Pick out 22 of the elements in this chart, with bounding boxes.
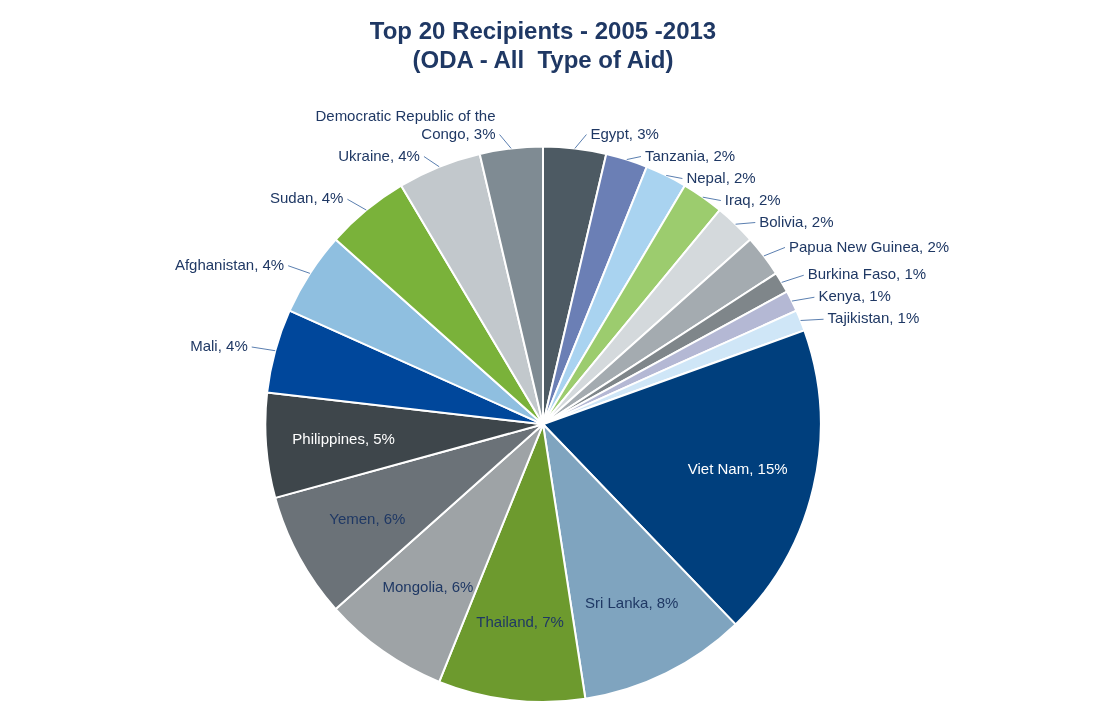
slice-label: Sri Lanka, 8% — [585, 593, 679, 611]
text: (ODA - All Type of Aid) — [412, 45, 674, 73]
slice-label: Nepal, 2% — [686, 168, 756, 186]
text: Top 20 Recipients - 2005 -2013 — [369, 17, 717, 45]
slice-label: Thailand, 7% — [476, 613, 564, 631]
slice-label: Bolivia, 2% — [759, 212, 834, 230]
slice-label: Egypt, 3% — [590, 124, 659, 142]
slice-label: Yemen, 6% — [329, 509, 406, 527]
slice-label: Afghanistan, 4% — [174, 255, 285, 273]
slice-label: Mali, 4% — [190, 337, 248, 355]
slice-label: Viet Nam, 15% — [687, 460, 788, 477]
slice-label: Papua New Guinea, 2% — [788, 237, 950, 255]
slice-label: Tajikistan, 1% — [827, 309, 920, 327]
slice-label: Democratic Republic of the Congo, 3% — [315, 106, 496, 142]
slice-label: Sudan, 4% — [270, 189, 344, 207]
slice-label: Burkina Faso, 1% — [807, 265, 927, 283]
slice-label: Iraq, 2% — [724, 190, 781, 208]
slice-label: Mongolia, 6% — [382, 577, 474, 595]
slice-label: Ukraine, 4% — [338, 146, 420, 164]
slice-label: Tanzania, 2% — [645, 146, 736, 164]
slice-label: Kenya, 1% — [818, 287, 891, 305]
slice-label: Philippines, 5% — [292, 429, 395, 447]
